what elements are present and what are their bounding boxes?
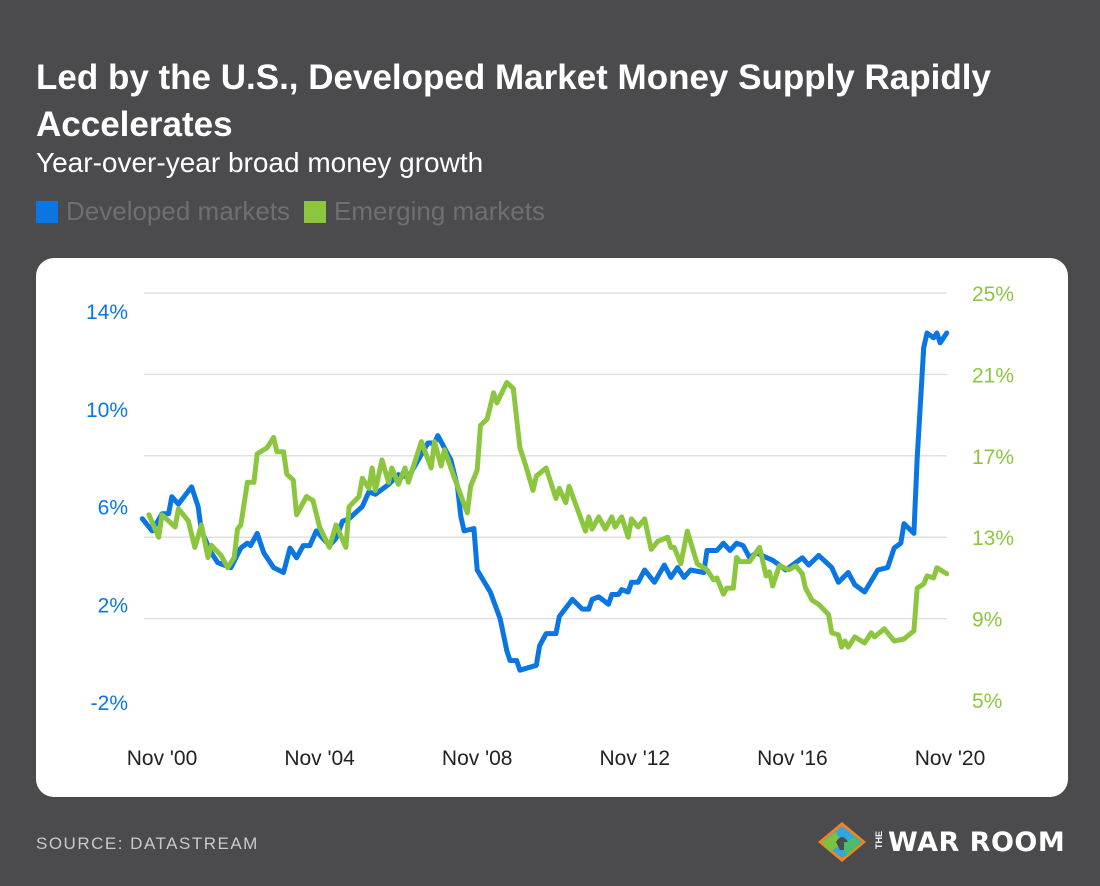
x-tick-label: Nov '12 bbox=[600, 747, 671, 770]
logo-the: THE bbox=[874, 831, 884, 849]
legend-item-developed: Developed markets bbox=[36, 196, 290, 227]
y-left-tick-label: 2% bbox=[98, 594, 128, 617]
legend-swatch-emerging bbox=[304, 200, 326, 223]
y-right-tick-label: 21% bbox=[972, 364, 1014, 387]
chart-subtitle: Year-over-year broad money growth bbox=[36, 147, 484, 178]
y-left-tick-label: -2% bbox=[91, 692, 128, 715]
y-right-tick-label: 25% bbox=[972, 283, 1014, 306]
x-tick-label: Nov '20 bbox=[915, 747, 986, 770]
source-note: SOURCE: DATASTREAM bbox=[36, 834, 259, 853]
x-tick-label: Nov '16 bbox=[757, 747, 828, 770]
series-line-emerging bbox=[146, 380, 950, 650]
war-room-logo: THE WAR ROOM bbox=[816, 820, 1065, 864]
y-right-tick-label: 13% bbox=[972, 527, 1014, 550]
chart-card bbox=[36, 258, 1068, 797]
y-left-tick-label: 6% bbox=[98, 497, 128, 520]
y-right-tick-label: 9% bbox=[972, 609, 1002, 632]
x-tick-label: Nov '00 bbox=[127, 747, 198, 770]
chart-title: Led by the U.S., Developed Market Money … bbox=[36, 58, 991, 144]
war-room-logo-icon bbox=[818, 822, 866, 862]
legend-item-emerging: Emerging markets bbox=[304, 196, 545, 227]
y-left-tick-label: 10% bbox=[86, 399, 128, 422]
logo-name: WAR ROOM bbox=[888, 826, 1066, 858]
legend-label-emerging: Emerging markets bbox=[334, 196, 545, 226]
x-tick-label: Nov '08 bbox=[442, 747, 513, 770]
legend: Developed markets Emerging markets bbox=[36, 196, 559, 227]
legend-label-developed: Developed markets bbox=[66, 196, 290, 226]
legend-swatch-developed bbox=[36, 200, 58, 223]
series-line-developed bbox=[139, 330, 950, 673]
y-right-tick-label: 17% bbox=[972, 446, 1014, 469]
y-right-tick-label: 5% bbox=[972, 690, 1002, 713]
x-tick-label: Nov '04 bbox=[284, 747, 355, 770]
y-left-tick-label: 14% bbox=[86, 301, 128, 324]
